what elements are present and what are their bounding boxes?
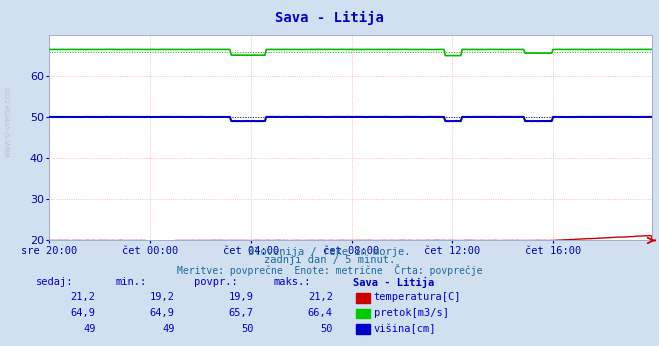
Text: 50: 50 — [320, 324, 333, 334]
Text: 66,4: 66,4 — [308, 308, 333, 318]
Text: 49: 49 — [83, 324, 96, 334]
Text: 19,2: 19,2 — [150, 292, 175, 302]
Text: Slovenija / reke in morje.: Slovenija / reke in morje. — [248, 247, 411, 257]
Text: min.:: min.: — [115, 277, 146, 287]
Text: 64,9: 64,9 — [71, 308, 96, 318]
Text: 49: 49 — [162, 324, 175, 334]
Text: www.si-vreme.com: www.si-vreme.com — [4, 85, 13, 157]
Text: 64,9: 64,9 — [150, 308, 175, 318]
Text: Meritve: povprečne  Enote: metrične  Črta: povprečje: Meritve: povprečne Enote: metrične Črta:… — [177, 264, 482, 276]
Text: 65,7: 65,7 — [229, 308, 254, 318]
Text: Sava - Litija: Sava - Litija — [353, 277, 434, 288]
Text: 21,2: 21,2 — [308, 292, 333, 302]
Text: višina[cm]: višina[cm] — [374, 324, 436, 334]
Text: 19,9: 19,9 — [229, 292, 254, 302]
Text: sedaj:: sedaj: — [36, 277, 74, 287]
Text: 50: 50 — [241, 324, 254, 334]
Text: temperatura[C]: temperatura[C] — [374, 292, 461, 302]
Text: Sava - Litija: Sava - Litija — [275, 10, 384, 25]
Text: pretok[m3/s]: pretok[m3/s] — [374, 308, 449, 318]
Text: maks.:: maks.: — [273, 277, 311, 287]
Text: 21,2: 21,2 — [71, 292, 96, 302]
Text: povpr.:: povpr.: — [194, 277, 238, 287]
Text: zadnji dan / 5 minut.: zadnji dan / 5 minut. — [264, 255, 395, 265]
